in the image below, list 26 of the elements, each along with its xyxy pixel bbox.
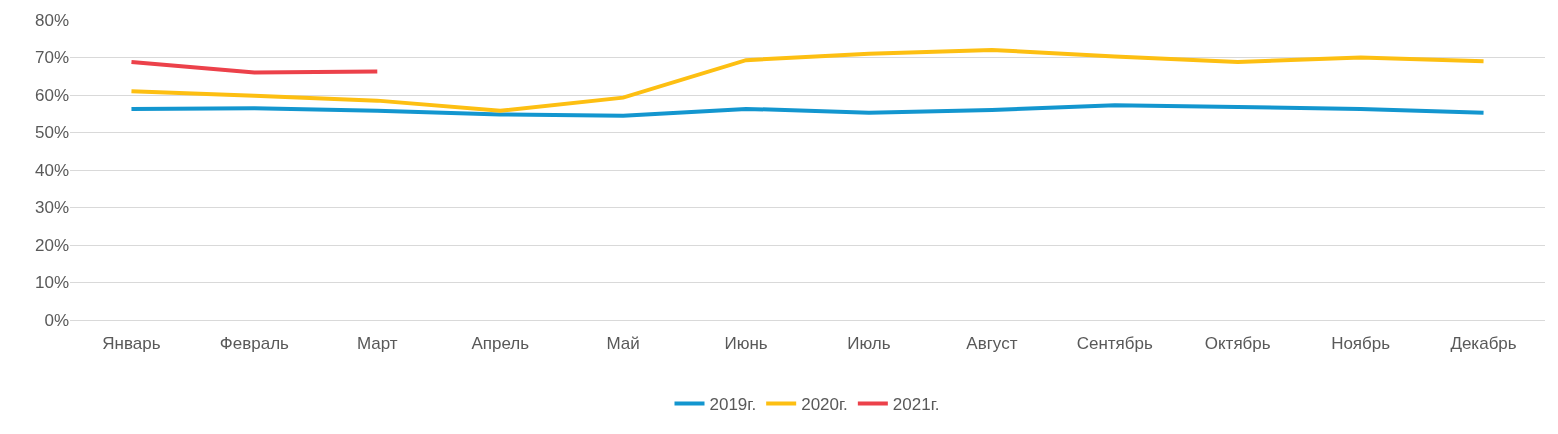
y-tick-label: 40% [34,160,69,180]
x-tick-label: Июль [847,334,891,354]
x-tick-label: Сентябрь [1076,334,1154,354]
x-tick-label: Июнь [724,334,768,354]
y-tick-label: 0% [44,310,69,330]
y-tick-label: 10% [34,273,69,293]
legend-label: 2021г. [892,395,940,415]
y-tick-label: 70% [34,48,69,68]
y-tick-label: 30% [34,198,69,218]
x-tick-label: Май [606,334,640,354]
x-tick-label: Декабрь [1450,334,1517,354]
x-tick-label: Ноябрь [1331,334,1391,354]
y-tick-label: 20% [34,235,69,255]
x-tick-label: Март [356,334,398,354]
y-tick-label: 50% [34,123,69,143]
y-tick-label: 80% [34,10,69,30]
line-series [129,103,1486,118]
line-series [129,48,1486,113]
x-tick-label: Октябрь [1204,334,1271,354]
x-tick-label: Август [966,334,1018,354]
x-tick-label: Январь [102,334,161,354]
x-tick-label: Апрель [471,334,530,354]
legend-label: 2020г. [801,395,848,415]
x-tick-label: Февраль [219,334,290,354]
y-tick-label: 60% [34,85,69,105]
legend-label: 2019г. [709,395,757,415]
